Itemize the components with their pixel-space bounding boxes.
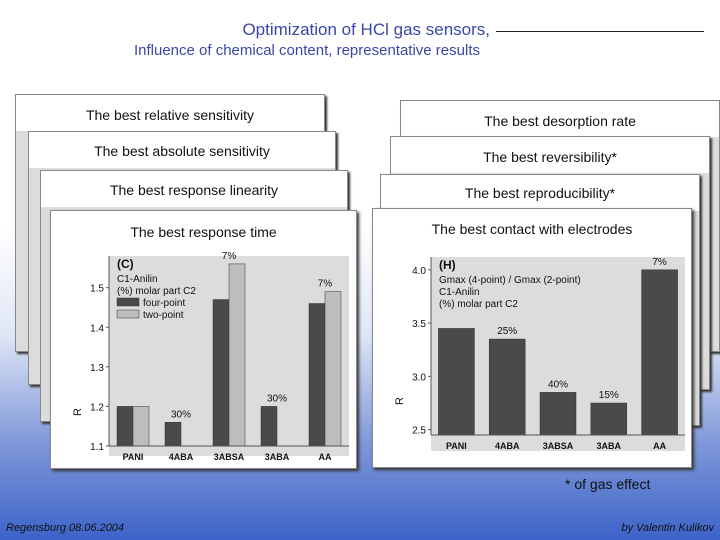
chart-c-panel-label: (C) [117, 257, 134, 271]
chart-h-bar [488, 338, 526, 436]
chart-c-xtick-label: PANI [123, 452, 144, 462]
chart-c: 1.1 1.2 1.3 1.4 1.5 R PANI 4ABA 30% 3ABSA 7% 3ABA 30… [72, 251, 349, 462]
chart-h-bar [438, 328, 475, 436]
slide-title: Optimization of HCl gas sensors, [242, 20, 490, 39]
chart-c-ytick-label: 1.1 [90, 442, 104, 453]
chart-c-bar-label: 7% [318, 279, 333, 290]
chart-c-legend-title: C1-Anilin [117, 274, 158, 285]
chart-card-h: The best contact with electrodes 2.5 3.0 3… [372, 208, 692, 468]
chart-h-legend-title: C1-Anilin [439, 287, 480, 298]
chart-c-bar [308, 303, 326, 447]
chart-h-bar [590, 402, 628, 436]
slide-header: Optimization of HCl gas sensors, Influen… [0, 14, 720, 64]
footnote: * of gas effect [565, 476, 651, 492]
left-card-1-label: The best relative sensitivity [85, 107, 255, 123]
chart-h-bar [539, 392, 577, 436]
chart-c-xtick-label: 3ABA [265, 452, 290, 462]
chart-c-ytick-label: 1.4 [90, 323, 104, 334]
right-card-1-label: The best desorption rate [484, 113, 636, 129]
chart-h-xtick-label: AA [653, 441, 666, 451]
footer-location-date: Regensburg 08.06.2004 [6, 522, 125, 534]
right-card-3-label: The best reproducibility* [464, 185, 616, 201]
chart-h-bar-label: 7% [652, 257, 667, 268]
chart-h-xtick-label: 3ABA [597, 441, 622, 451]
left-card-3-label: The best response linearity [109, 182, 279, 198]
chart-c-bar [324, 291, 342, 447]
chart-h-bar-label: 40% [548, 379, 568, 390]
chart-h-card-title: The best contact with electrodes [431, 221, 633, 237]
chart-h: 2.5 3.0 3.5 4.0 R PANI 4ABA 25% 3ABSA 40% 3ABA 15% A… [394, 257, 685, 451]
chart-c-bar [132, 406, 150, 447]
chart-c-bar-label: 7% [222, 251, 237, 262]
chart-card-c: The best response time 1.1 1.2 1.3 1.4 1.5 R P… [50, 210, 357, 469]
footer-author: by Valentin Kulikov [621, 522, 714, 534]
chart-h-bar-label: 25% [497, 326, 517, 337]
chart-c-legend-swatch [116, 297, 140, 307]
chart-c-bar [260, 406, 278, 447]
chart-h-ytick-label: 3.0 [412, 372, 426, 383]
chart-c-bar-label: 30% [267, 393, 287, 404]
chart-c-xtick-label: AA [319, 452, 332, 462]
chart-h-ytick-label: 3.5 [412, 319, 426, 330]
chart-c-ytick-label: 1.3 [90, 363, 104, 374]
chart-h-panel-label: (H) [439, 258, 456, 272]
chart-c-legend-entry: four-point [143, 298, 185, 309]
chart-h-bar-label: 15% [599, 390, 619, 401]
chart-h-legend-title: (%) molar part C2 [439, 299, 518, 310]
chart-c-bar-label: 30% [171, 409, 191, 420]
chart-c-legend-entry: two-point [143, 310, 184, 321]
chart-c-bar [116, 406, 134, 447]
chart-c-bar [164, 422, 182, 447]
slide-subtitle: Influence of chemical content, represent… [133, 42, 480, 59]
chart-c-ytick-label: 1.2 [90, 402, 104, 413]
chart-c-bar [228, 263, 246, 447]
chart-h-legend-title: Gmax (4-point) / Gmax (2-point) [439, 275, 581, 286]
chart-c-card-title: The best response time [130, 224, 277, 240]
chart-c-legend-swatch [116, 309, 140, 319]
right-card-2-label: The best reversibility* [483, 149, 617, 165]
chart-h-xtick-label: PANI [446, 441, 467, 451]
left-card-2-label: The best absolute sensitivity [94, 143, 270, 159]
chart-h-bar [641, 269, 678, 436]
chart-c-bar [212, 299, 230, 447]
chart-c-xtick-label: 3ABSA [214, 452, 245, 462]
chart-h-ytick-label: 2.5 [412, 426, 426, 437]
chart-h-ytick-label: 4.0 [412, 266, 426, 277]
chart-c-ytick-label: 1.5 [90, 284, 104, 295]
chart-h-xtick-label: 3ABSA [543, 441, 574, 451]
chart-h-xtick-label: 4ABA [495, 441, 520, 451]
chart-c-xtick-label: 4ABA [169, 452, 194, 462]
chart-c-ylabel: R [72, 408, 84, 416]
chart-h-ylabel: R [394, 397, 406, 405]
title-rule [496, 31, 704, 32]
chart-c-legend-title: (%) molar part C2 [117, 286, 196, 297]
